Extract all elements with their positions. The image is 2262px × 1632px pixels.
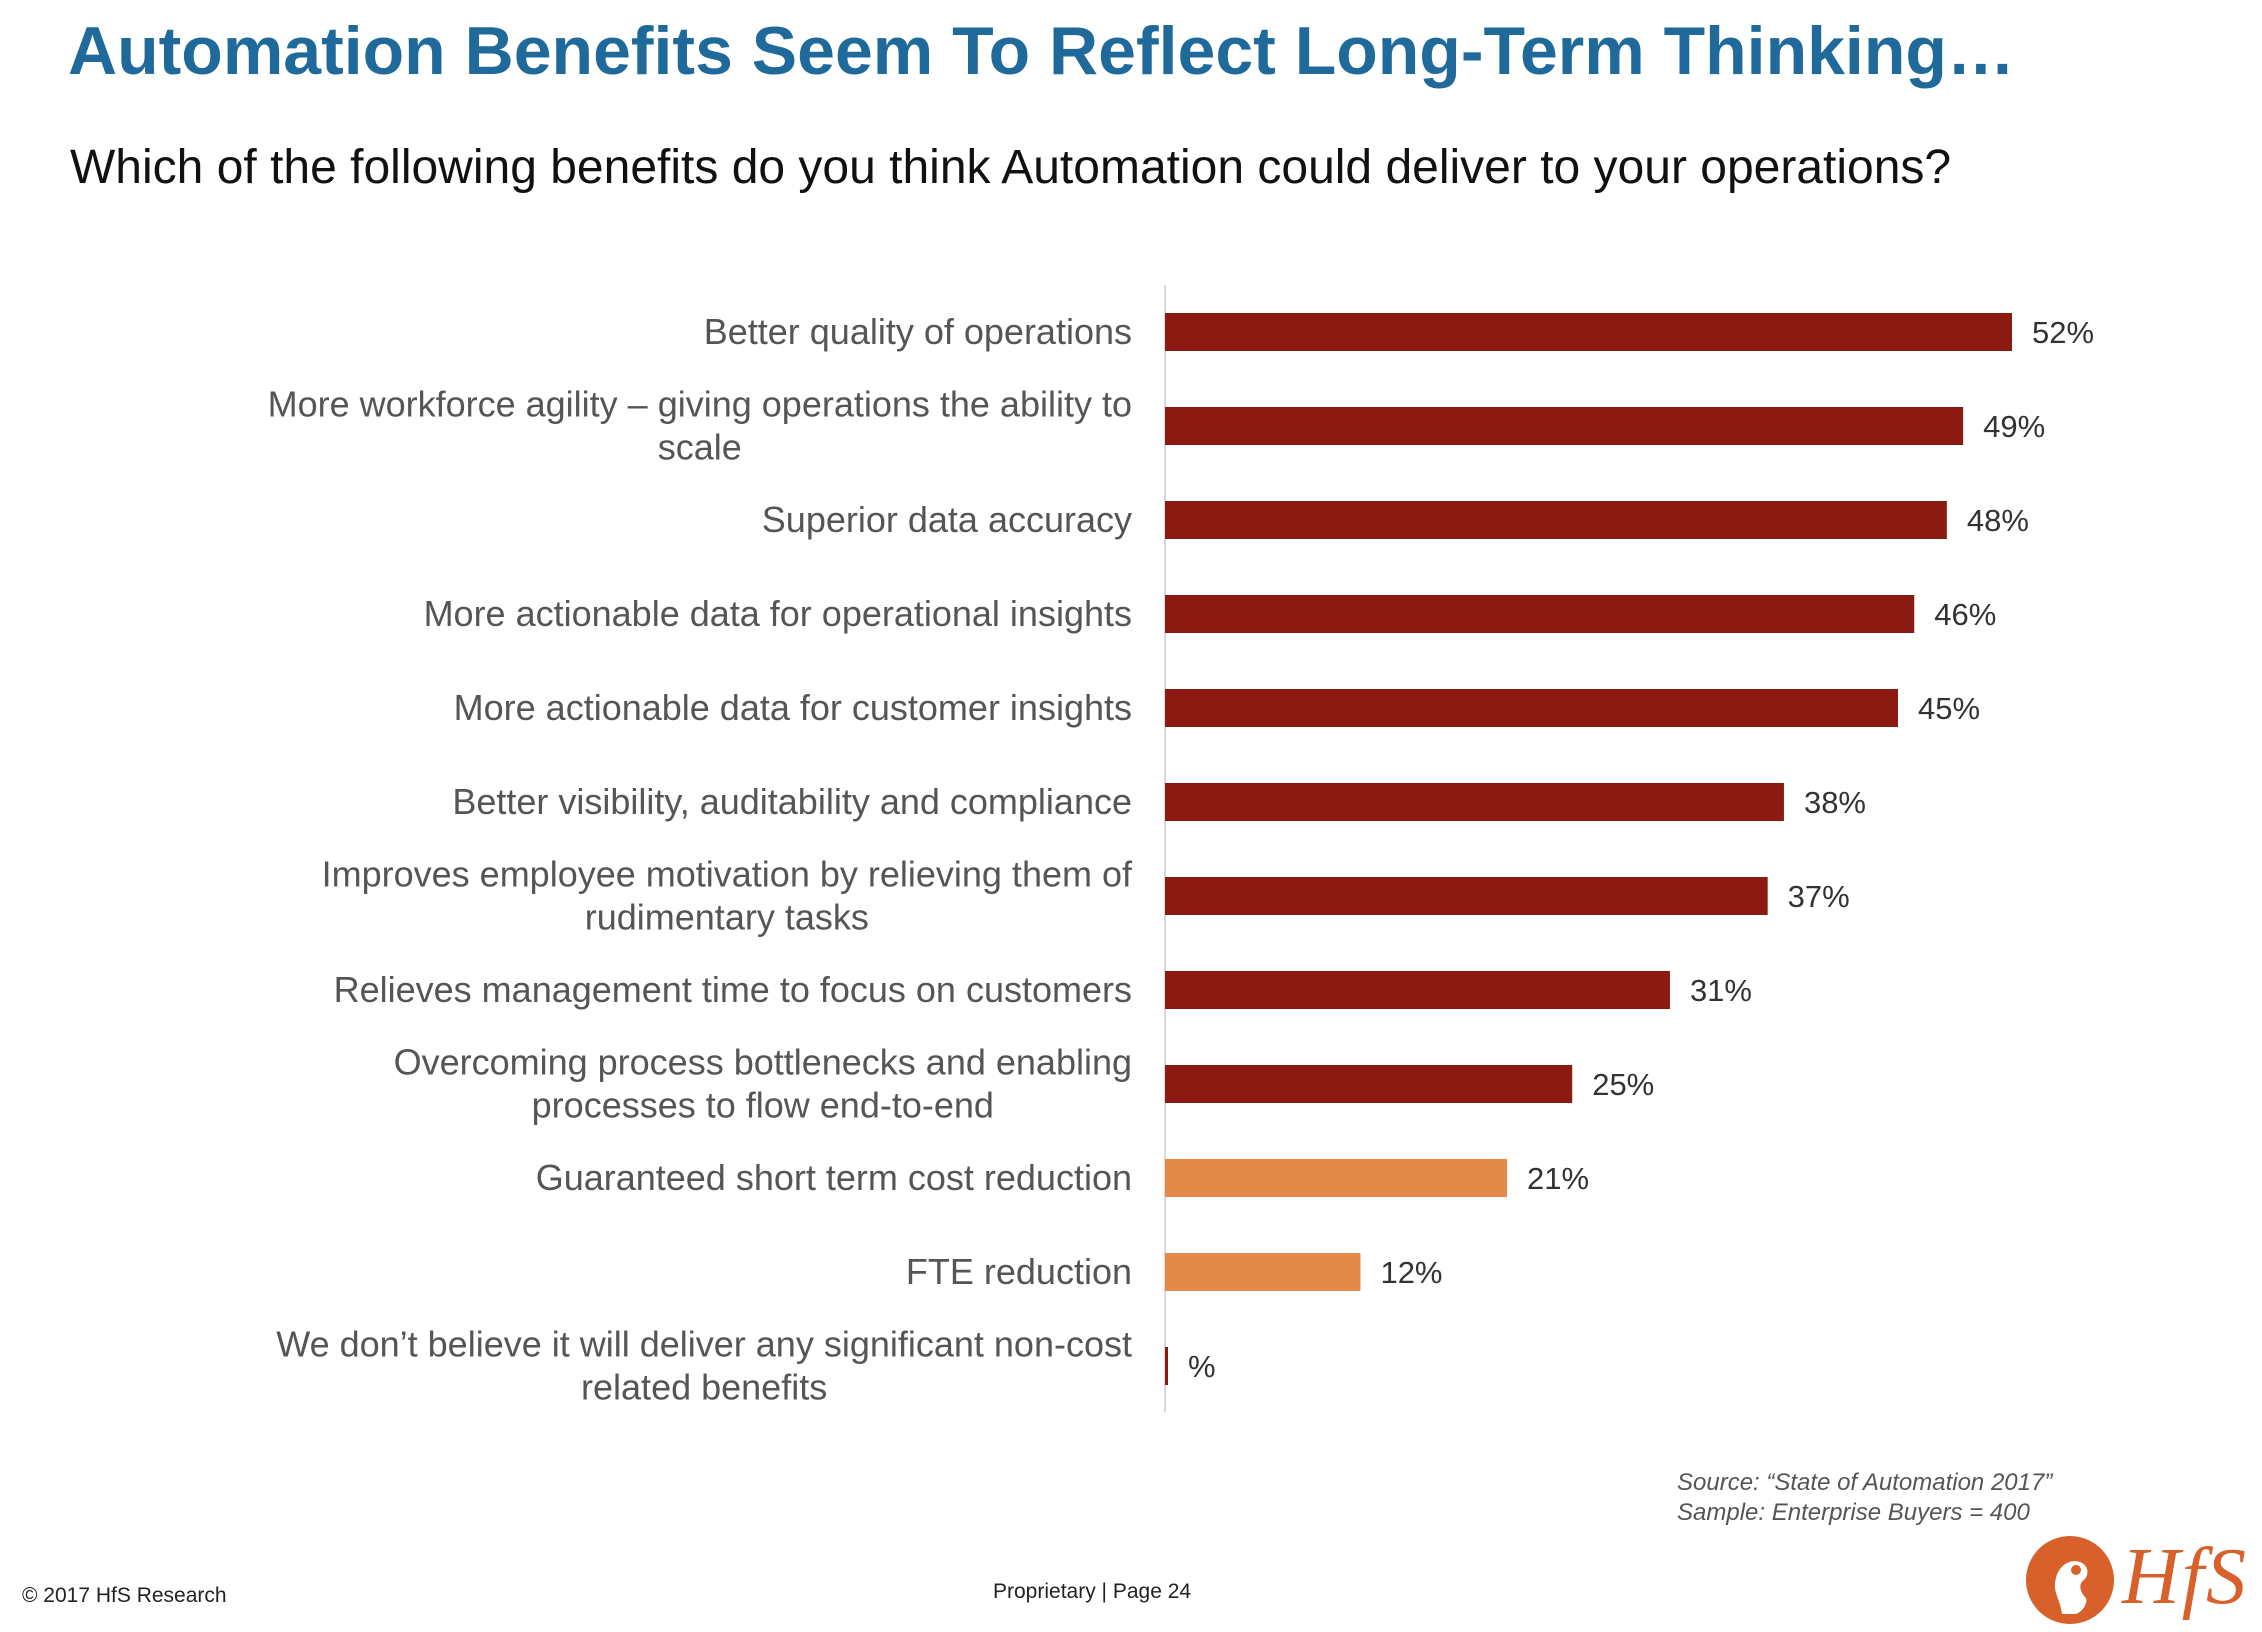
page-title: Automation Benefits Seem To Reflect Long… xyxy=(68,13,2015,89)
data-label: 37% xyxy=(1788,879,1850,914)
data-label: 45% xyxy=(1918,691,1980,726)
category-label: More actionable data for customer insigh… xyxy=(454,687,1132,728)
bar xyxy=(1165,595,1915,633)
chart-question: Which of the following benefits do you t… xyxy=(70,141,1952,194)
bar xyxy=(1165,971,1670,1009)
category-label: Relieves management time to focus on cus… xyxy=(334,969,1132,1010)
bar xyxy=(1165,1159,1508,1197)
bar xyxy=(1165,783,1784,821)
sample-line: Sample: Enterprise Buyers = 400 xyxy=(1677,1499,2030,1526)
bar xyxy=(1165,407,1964,445)
bar xyxy=(1165,689,1898,727)
source-line: Source: “State of Automation 2017” xyxy=(1677,1469,2053,1496)
data-label: 31% xyxy=(1690,973,1752,1008)
hfs-logo-icon xyxy=(2026,1536,2114,1624)
page-footer: Proprietary | Page 24 xyxy=(993,1580,1192,1603)
category-label: More workforce agility – giving operatio… xyxy=(268,384,1132,468)
bar xyxy=(1165,1065,1573,1103)
logo-wordmark: HfS xyxy=(2122,1533,2248,1621)
category-label: Better quality of operations xyxy=(704,311,1132,352)
bar xyxy=(1165,877,1768,915)
copyright-text: © 2017 HfS Research xyxy=(22,1584,227,1607)
category-label: Superior data accuracy xyxy=(762,499,1132,540)
data-label: 48% xyxy=(1967,503,2029,538)
source-note: Source: “State of Automation 2017” Sampl… xyxy=(1677,1468,2052,1528)
data-label: % xyxy=(1188,1349,1216,1384)
data-label: 49% xyxy=(1983,409,2045,444)
category-label: We don’t believe it will deliver any sig… xyxy=(276,1324,1132,1408)
bar-chart: Better quality of operations 52% More work… xyxy=(268,285,2094,1412)
category-label: Guaranteed short term cost reduction xyxy=(536,1157,1132,1198)
bar xyxy=(1165,1253,1361,1291)
category-label: More actionable data for operational ins… xyxy=(424,593,1132,634)
data-label: 12% xyxy=(1380,1255,1442,1290)
data-label: 25% xyxy=(1592,1067,1654,1102)
bar xyxy=(1165,501,1947,539)
data-label: 21% xyxy=(1527,1161,1589,1196)
bar xyxy=(1165,313,2012,351)
category-label: FTE reduction xyxy=(906,1251,1132,1292)
category-label: Overcoming process bottlenecks and enabl… xyxy=(394,1042,1132,1126)
data-label: 38% xyxy=(1804,785,1866,820)
hfs-logo: HfS xyxy=(2022,1532,2252,1628)
category-label: Better visibility, auditability and comp… xyxy=(452,781,1132,822)
data-label: 52% xyxy=(2032,315,2094,350)
bar xyxy=(1165,1347,1168,1385)
category-label: Improves employee motivation by relievin… xyxy=(322,854,1133,938)
data-label: 46% xyxy=(1934,597,1996,632)
